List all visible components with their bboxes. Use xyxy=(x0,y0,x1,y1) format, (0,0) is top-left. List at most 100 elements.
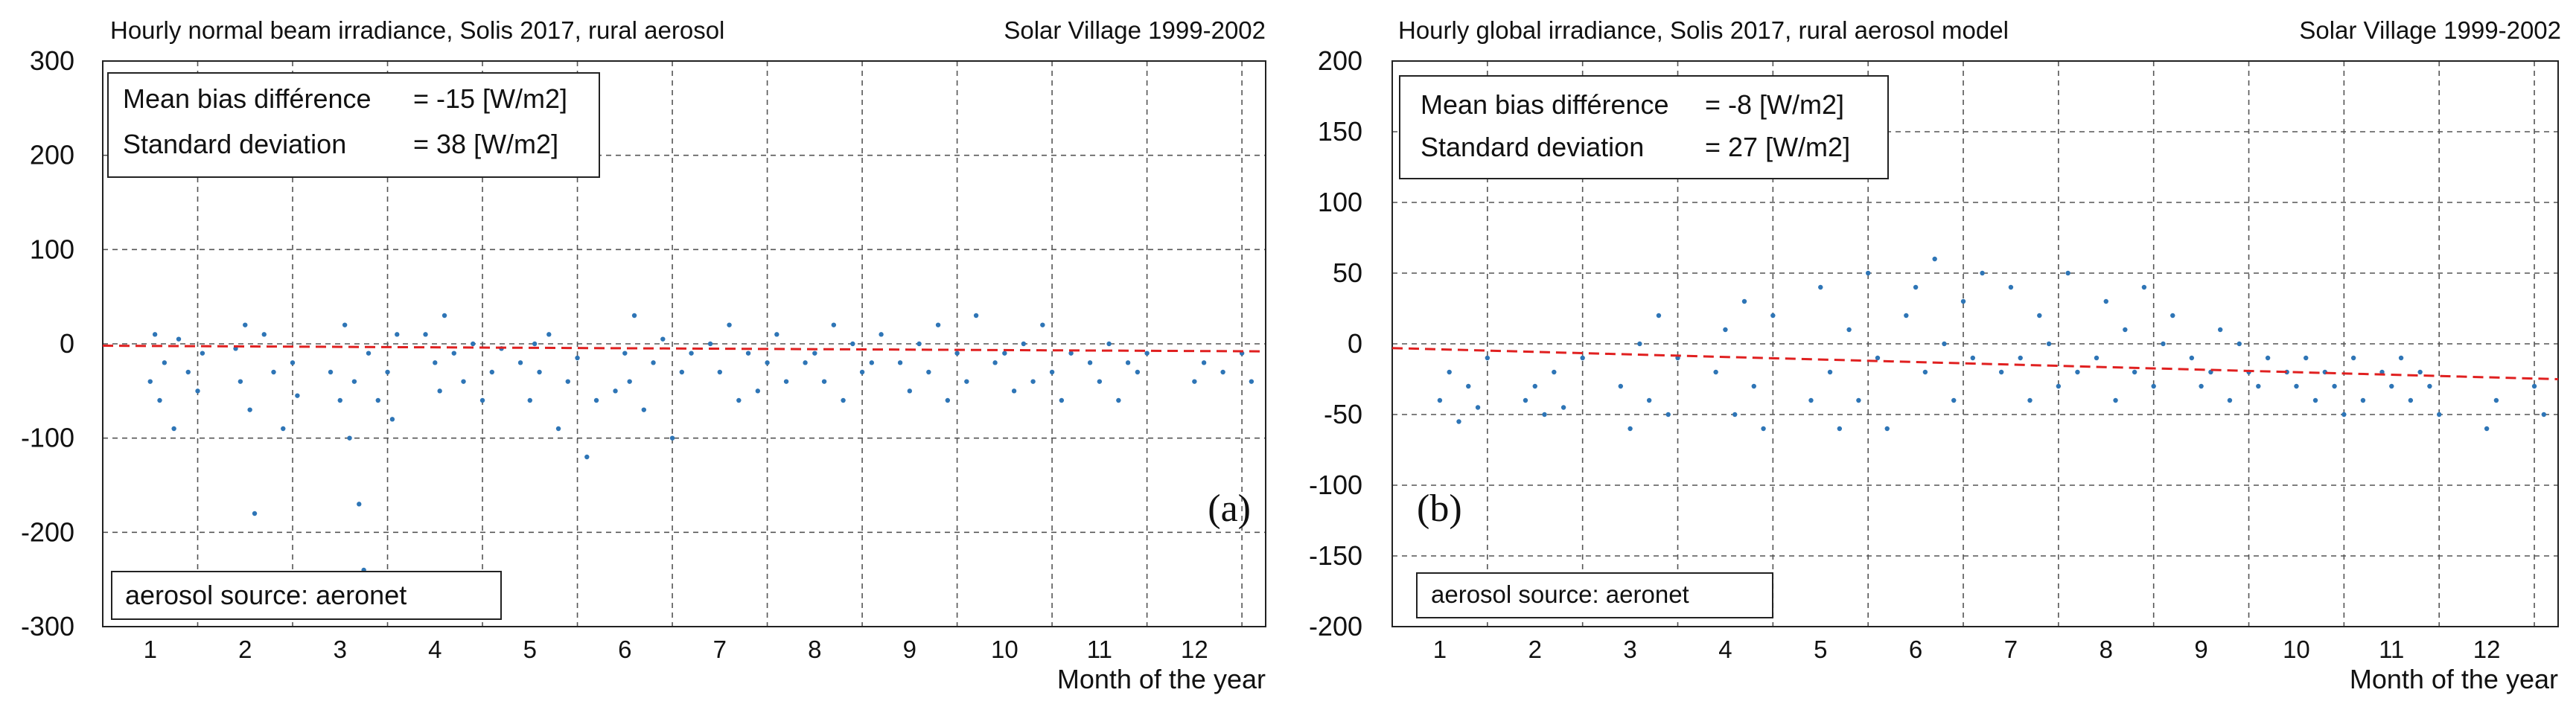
scatter-point xyxy=(1523,397,1528,403)
scatter-point xyxy=(1552,369,1557,375)
scatter-point xyxy=(185,369,191,375)
panel-b-title: Hourly global irradiance, Solis 2017, ru… xyxy=(1398,16,2009,44)
scatter-point xyxy=(2437,412,2442,418)
scatter-point xyxy=(2151,383,2156,389)
x-tick-label: 3 xyxy=(334,636,347,663)
scatter-point xyxy=(1637,341,1642,347)
panel-a-x-axis-label: Month of the year xyxy=(1057,664,1266,694)
panel-b-x-axis-label: Month of the year xyxy=(2350,664,2558,694)
scatter-point xyxy=(357,502,362,507)
scatter-point xyxy=(342,322,348,327)
scatter-point xyxy=(841,397,846,403)
scatter-point xyxy=(1656,313,1662,319)
scatter-point xyxy=(1932,256,1937,262)
scatter-point xyxy=(2256,383,2261,389)
scatter-point xyxy=(897,360,903,365)
scatter-point xyxy=(1220,369,1225,375)
scatter-point xyxy=(1135,369,1141,375)
panel-a-label: (a) xyxy=(1208,487,1251,530)
x-tick-label: 1 xyxy=(1433,636,1447,663)
y-tick-label: 0 xyxy=(60,328,74,359)
scatter-point xyxy=(1922,369,1928,375)
scatter-point xyxy=(2360,397,2366,403)
scatter-point xyxy=(1646,397,1652,403)
scatter-point xyxy=(765,360,770,365)
x-tick-label: 7 xyxy=(2004,636,2018,663)
scatter-point xyxy=(1846,327,1852,333)
panel-b-y-tick-labels: 200 150 100 50 0 -50 -100 -150 -200 xyxy=(1309,45,1362,642)
x-tick-label: 3 xyxy=(1623,636,1636,663)
scatter-point xyxy=(157,397,162,403)
scatter-point xyxy=(627,379,632,384)
scatter-point xyxy=(584,454,590,460)
scatter-point xyxy=(337,397,342,403)
scatter-point xyxy=(351,379,357,384)
scatter-point xyxy=(1485,355,1491,361)
scatter-point xyxy=(2094,355,2100,361)
x-tick-label: 4 xyxy=(1718,636,1732,663)
scatter-point xyxy=(195,388,200,394)
scatter-point xyxy=(2161,341,2166,347)
x-tick-label: 12 xyxy=(1181,636,1208,663)
panel-b-subtitle: Solar Village 1999-2002 xyxy=(2299,16,2561,44)
scatter-point xyxy=(1201,360,1207,365)
scatter-point xyxy=(261,332,267,337)
scatter-point xyxy=(1627,426,1633,432)
scatter-point xyxy=(2217,327,2223,333)
y-tick-label: -100 xyxy=(1309,470,1362,500)
scatter-point xyxy=(162,360,168,365)
scatter-point xyxy=(2408,397,2414,403)
scatter-point xyxy=(1665,412,1671,418)
scatter-point xyxy=(479,397,485,403)
scatter-point xyxy=(651,360,656,365)
x-tick-label: 5 xyxy=(1814,636,1827,663)
scatter-point xyxy=(1980,270,1985,276)
x-tick-label: 1 xyxy=(144,636,157,663)
scatter-point xyxy=(1059,397,1065,403)
panel-a-x-tick-labels: 1 2 3 4 5 6 7 8 9 10 11 12 xyxy=(144,636,1208,663)
scatter-point xyxy=(252,511,258,516)
scatter-point xyxy=(669,435,675,441)
scatter-point xyxy=(1770,313,1776,319)
scatter-point xyxy=(295,393,300,398)
scatter-point xyxy=(1447,369,1452,375)
scatter-point xyxy=(389,417,395,422)
scatter-point xyxy=(2123,327,2128,333)
scatter-point xyxy=(1116,397,1121,403)
x-tick-label: 8 xyxy=(2100,636,2113,663)
scatter-point xyxy=(736,397,742,403)
scatter-point xyxy=(2065,270,2070,276)
y-tick-label: -150 xyxy=(1309,540,1362,571)
scatter-point xyxy=(451,351,456,356)
panel-b-grid xyxy=(1392,61,2558,627)
y-tick-label: -200 xyxy=(21,516,74,547)
scatter-point xyxy=(916,341,922,347)
scatter-point xyxy=(565,379,570,384)
panel-a: Hourly normal beam irradiance, Solis 201… xyxy=(21,16,1266,694)
scatter-point xyxy=(1723,327,1728,333)
scatter-point xyxy=(2170,313,2175,319)
scatter-point xyxy=(707,341,713,347)
x-tick-label: 2 xyxy=(238,636,252,663)
scatter-point xyxy=(2427,383,2432,389)
scatter-point xyxy=(1618,383,1624,389)
scatter-point xyxy=(2199,383,2204,389)
scatter-point xyxy=(1087,360,1093,365)
scatter-point xyxy=(200,351,205,356)
scatter-point xyxy=(2265,355,2271,361)
panel-b-source-note: aerosol source: aeronet xyxy=(1431,580,1689,608)
panel-a-subtitle: Solar Village 1999-2002 xyxy=(1004,16,1266,44)
scatter-point xyxy=(1808,397,1814,403)
scatter-point xyxy=(152,332,158,337)
scatter-point xyxy=(2046,341,2052,347)
scatter-point xyxy=(2008,284,2014,290)
panel-b-label: (b) xyxy=(1417,487,1462,530)
scatter-point xyxy=(2332,383,2337,389)
scatter-point xyxy=(1560,405,1566,410)
scatter-point xyxy=(1144,351,1150,356)
scatter-point xyxy=(2304,355,2309,361)
scatter-point xyxy=(812,351,817,356)
scatter-point xyxy=(1884,426,1890,432)
x-tick-label: 6 xyxy=(1909,636,1922,663)
